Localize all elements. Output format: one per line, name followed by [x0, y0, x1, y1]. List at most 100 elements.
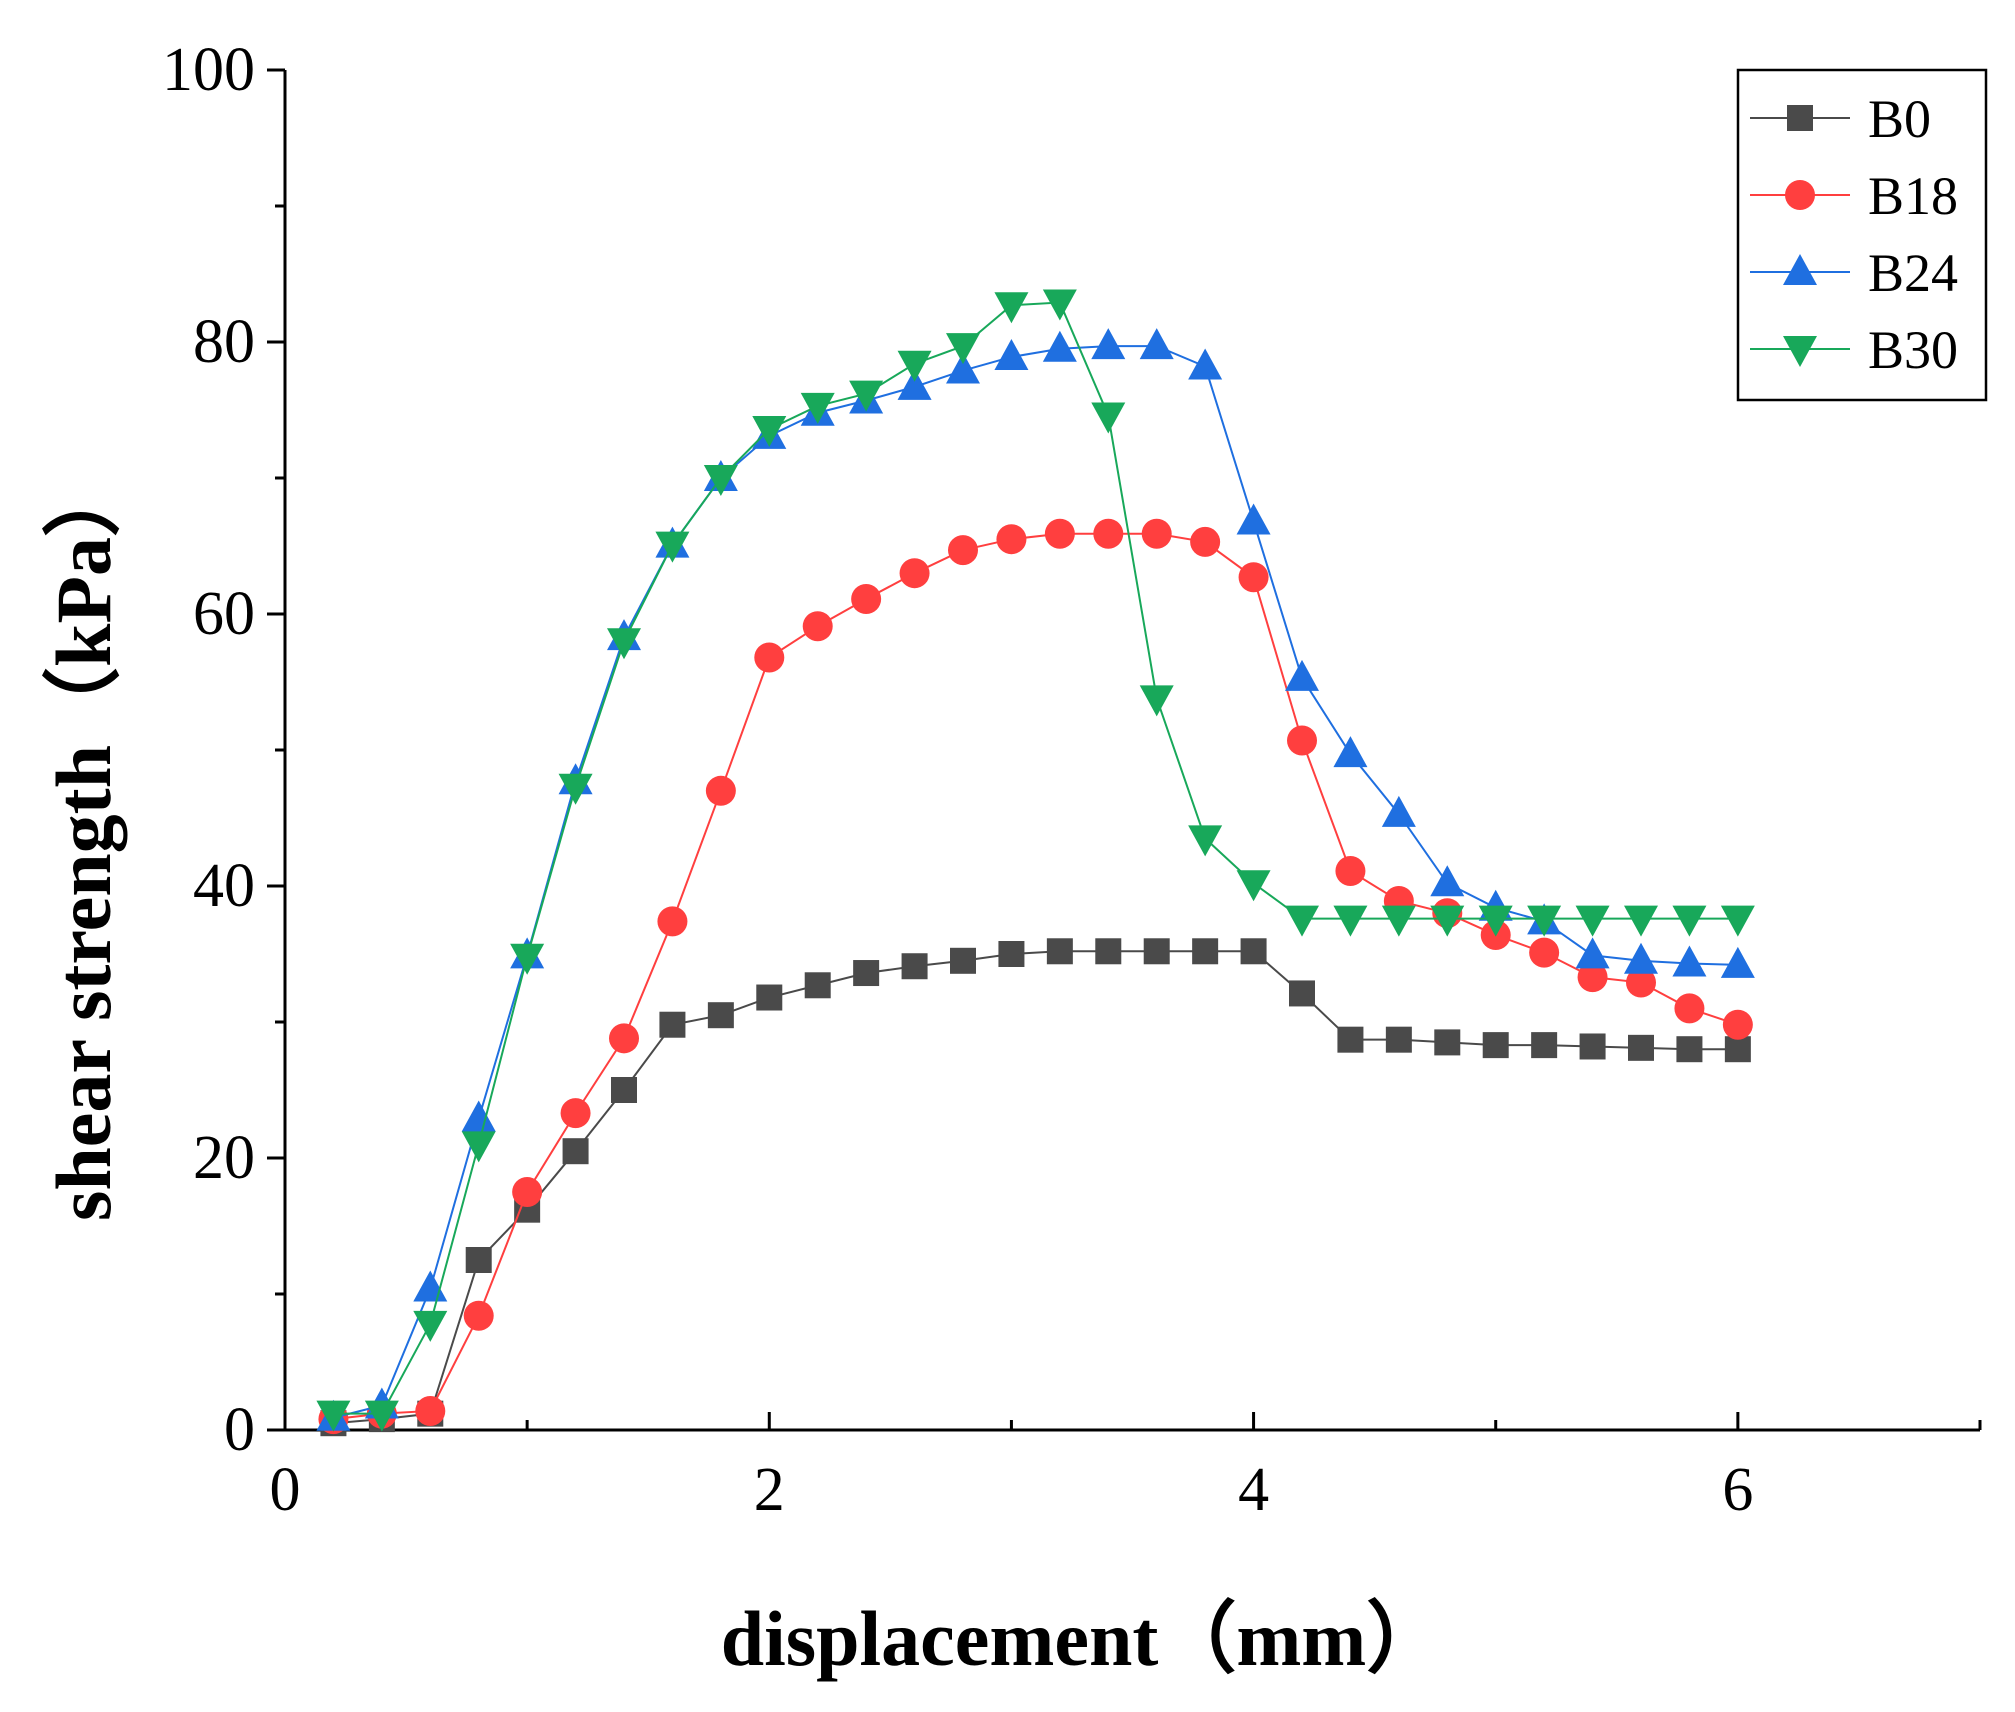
data-point-b24 [1188, 348, 1223, 380]
data-point-b0 [853, 960, 880, 987]
x-tick-label: 0 [270, 1456, 301, 1524]
data-point-b30 [316, 1400, 351, 1432]
data-point-b0 [756, 984, 783, 1011]
data-point-b0 [998, 941, 1025, 967]
legend-label-b18: B18 [1868, 166, 1958, 226]
data-point-b30 [607, 628, 641, 660]
data-point-b30 [849, 380, 884, 412]
data-point-b0 [1289, 980, 1315, 1007]
data-point-b30 [1042, 289, 1077, 321]
data-point-b30 [800, 392, 835, 424]
data-point-b24 [1236, 503, 1271, 535]
y-tick-label: 40 [193, 852, 255, 920]
data-point-b24 [946, 352, 980, 384]
data-point-b30 [703, 465, 738, 496]
data-point-b24 [413, 1270, 448, 1302]
data-point-b18 [609, 1023, 639, 1054]
data-point-b30 [461, 1131, 496, 1163]
data-point-b24 [1285, 659, 1319, 691]
x-tick-label: 6 [1722, 1456, 1753, 1524]
data-point-b30 [1478, 905, 1513, 937]
x-tick-label: 2 [754, 1456, 785, 1524]
data-point-b0 [804, 972, 831, 999]
data-point-b30 [752, 416, 787, 448]
data-point-b30 [1236, 870, 1271, 902]
data-point-b0 [950, 947, 976, 974]
data-point-b18 [899, 558, 930, 589]
data-point-b30 [510, 943, 545, 975]
data-point-b0 [1337, 1026, 1364, 1053]
series-line-b30 [333, 301, 1738, 1415]
data-point-b30 [655, 531, 690, 563]
data-point-b24 [897, 368, 932, 400]
data-point-b18 [1141, 518, 1172, 549]
data-point-b30 [413, 1310, 448, 1342]
data-point-b30 [1139, 685, 1174, 717]
legend-box [1736, 68, 1988, 402]
data-point-b18 [1287, 725, 1317, 756]
x-tick-label: 4 [1238, 1456, 1269, 1524]
data-point-b18 [948, 535, 978, 566]
data-point-b18 [1093, 518, 1124, 549]
y-tick-label: 20 [193, 1124, 255, 1192]
y-tick-label: 0 [224, 1396, 255, 1464]
data-point-b18 [1190, 526, 1221, 557]
data-point-b0 [1385, 1026, 1412, 1053]
data-point-b24 [1381, 795, 1416, 827]
data-point-b0 [1482, 1032, 1509, 1059]
x-axis-title: displacement（mm） [721, 1595, 1445, 1682]
data-point-b18 [560, 1098, 591, 1129]
data-point-b0 [1628, 1034, 1654, 1061]
data-point-b18 [657, 906, 688, 937]
data-point-b30 [1333, 905, 1368, 937]
data-point-b18 [1238, 562, 1269, 593]
data-point-b0 [562, 1138, 589, 1165]
data-point-b30 [1430, 905, 1465, 937]
data-point-b30 [1381, 905, 1416, 937]
data-point-b18 [754, 642, 785, 673]
y-tick-label: 100 [162, 36, 255, 104]
data-point-b24 [994, 338, 1029, 370]
data-point-b0 [611, 1077, 637, 1103]
data-point-b0 [707, 1002, 734, 1029]
data-point-b0 [1143, 938, 1170, 965]
data-point-b24 [1091, 328, 1126, 360]
data-point-b30 [1188, 825, 1223, 857]
data-point-b18 [802, 611, 833, 642]
data-point-b18 [851, 584, 882, 615]
data-point-b18 [512, 1177, 543, 1207]
data-point-b18 [705, 775, 736, 806]
data-point-b18 [1529, 937, 1560, 968]
data-point-b30 [1624, 905, 1658, 937]
data-point-b0 [1046, 938, 1073, 965]
legend-label-b30: B30 [1868, 320, 1958, 380]
data-point-b0 [1579, 1033, 1606, 1060]
data-point-b0 [1434, 1029, 1461, 1056]
data-point-b18 [996, 524, 1027, 555]
y-tick-label: 80 [193, 308, 255, 376]
data-point-b30 [1720, 905, 1755, 937]
data-point-b30 [897, 350, 932, 382]
legend-marker-b18 [1785, 180, 1815, 210]
data-point-b0 [1095, 938, 1122, 965]
data-point-b30 [946, 333, 980, 365]
data-point-b0 [1531, 1032, 1558, 1059]
data-point-b24 [461, 1100, 496, 1132]
data-point-b30 [1672, 905, 1707, 937]
y-tick-label: 60 [193, 580, 255, 648]
data-point-b30 [364, 1400, 399, 1432]
data-point-b24 [1139, 328, 1174, 360]
legend-marker-b0 [1787, 105, 1813, 131]
data-point-b0 [1724, 1036, 1751, 1063]
data-point-b18 [415, 1395, 446, 1426]
data-point-b18 [1044, 518, 1075, 549]
data-point-b30 [994, 292, 1029, 324]
data-point-b30 [1285, 905, 1319, 937]
legend-label-b24: B24 [1868, 243, 1958, 303]
data-point-b24 [1333, 736, 1368, 768]
series-line-b24 [333, 345, 1738, 1419]
data-point-b30 [1527, 905, 1562, 937]
data-point-b0 [1676, 1036, 1703, 1063]
